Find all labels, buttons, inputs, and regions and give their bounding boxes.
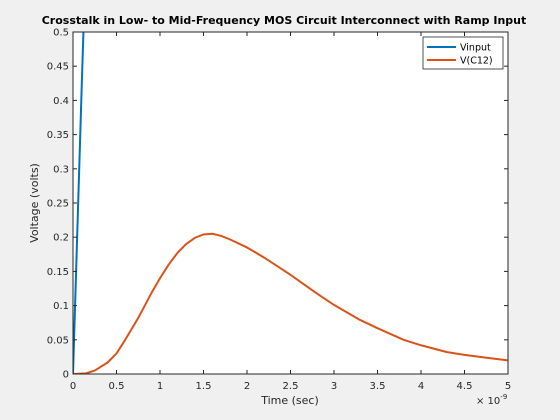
y-tick-label: 0.5 [53,28,69,39]
y-tick-label: 0.4 [53,96,69,107]
x-tick-label: 1 [157,381,163,392]
y-tick-label: 0 [63,370,69,381]
y-tick-label: 0.2 [53,233,69,244]
x-tick-label: 3.5 [370,381,386,392]
legend: Vinput V(C12) [422,36,504,70]
y-tick-label: 0.45 [47,62,69,73]
x-tick-label: 4 [418,381,424,392]
series-layer [73,32,508,374]
x-tick-label: 0.5 [109,381,125,392]
x-tick-label: 3 [331,381,337,392]
x-tick-label: 2 [244,381,250,392]
y-tick-label: 0.35 [47,130,69,141]
y-tick-label: 0.1 [53,301,69,312]
x-axis-exponent-base: × 10 [476,396,500,407]
x-axis-exponent-power: -9 [500,393,507,401]
x-axis-exponent: × 10-9 [476,393,507,407]
x-tick-label: 2.5 [283,381,299,392]
y-axis-label: Voltage (volts) [28,163,41,243]
chart-title: Crosstalk in Low- to Mid-Frequency MOS C… [42,14,527,27]
y-tick-label: 0.15 [47,267,69,278]
y-tick-label: 0.25 [47,199,69,210]
series-line-vc12 [73,232,508,374]
legend-label: Vinput [460,43,491,54]
legend-label: V(C12) [460,56,493,67]
legend-box [422,36,504,70]
plot-area [73,32,508,374]
x-axis-label: Time (sec) [260,394,319,407]
y-tick-label: 0.05 [47,335,69,346]
ticks-layer: 0 0.5 1 1.5 2 2.5 3 3.5 4 4.5 5 0 0.05 0.1 0.15 0.2 0.25… [47,28,511,393]
x-tick-label: 5 [505,381,511,392]
x-tick-label: 4.5 [457,381,473,392]
x-tick-label: 1.5 [196,381,212,392]
x-tick-label: 0 [70,381,76,392]
series-line-vinput [73,32,85,374]
y-tick-label: 0.3 [53,164,69,175]
